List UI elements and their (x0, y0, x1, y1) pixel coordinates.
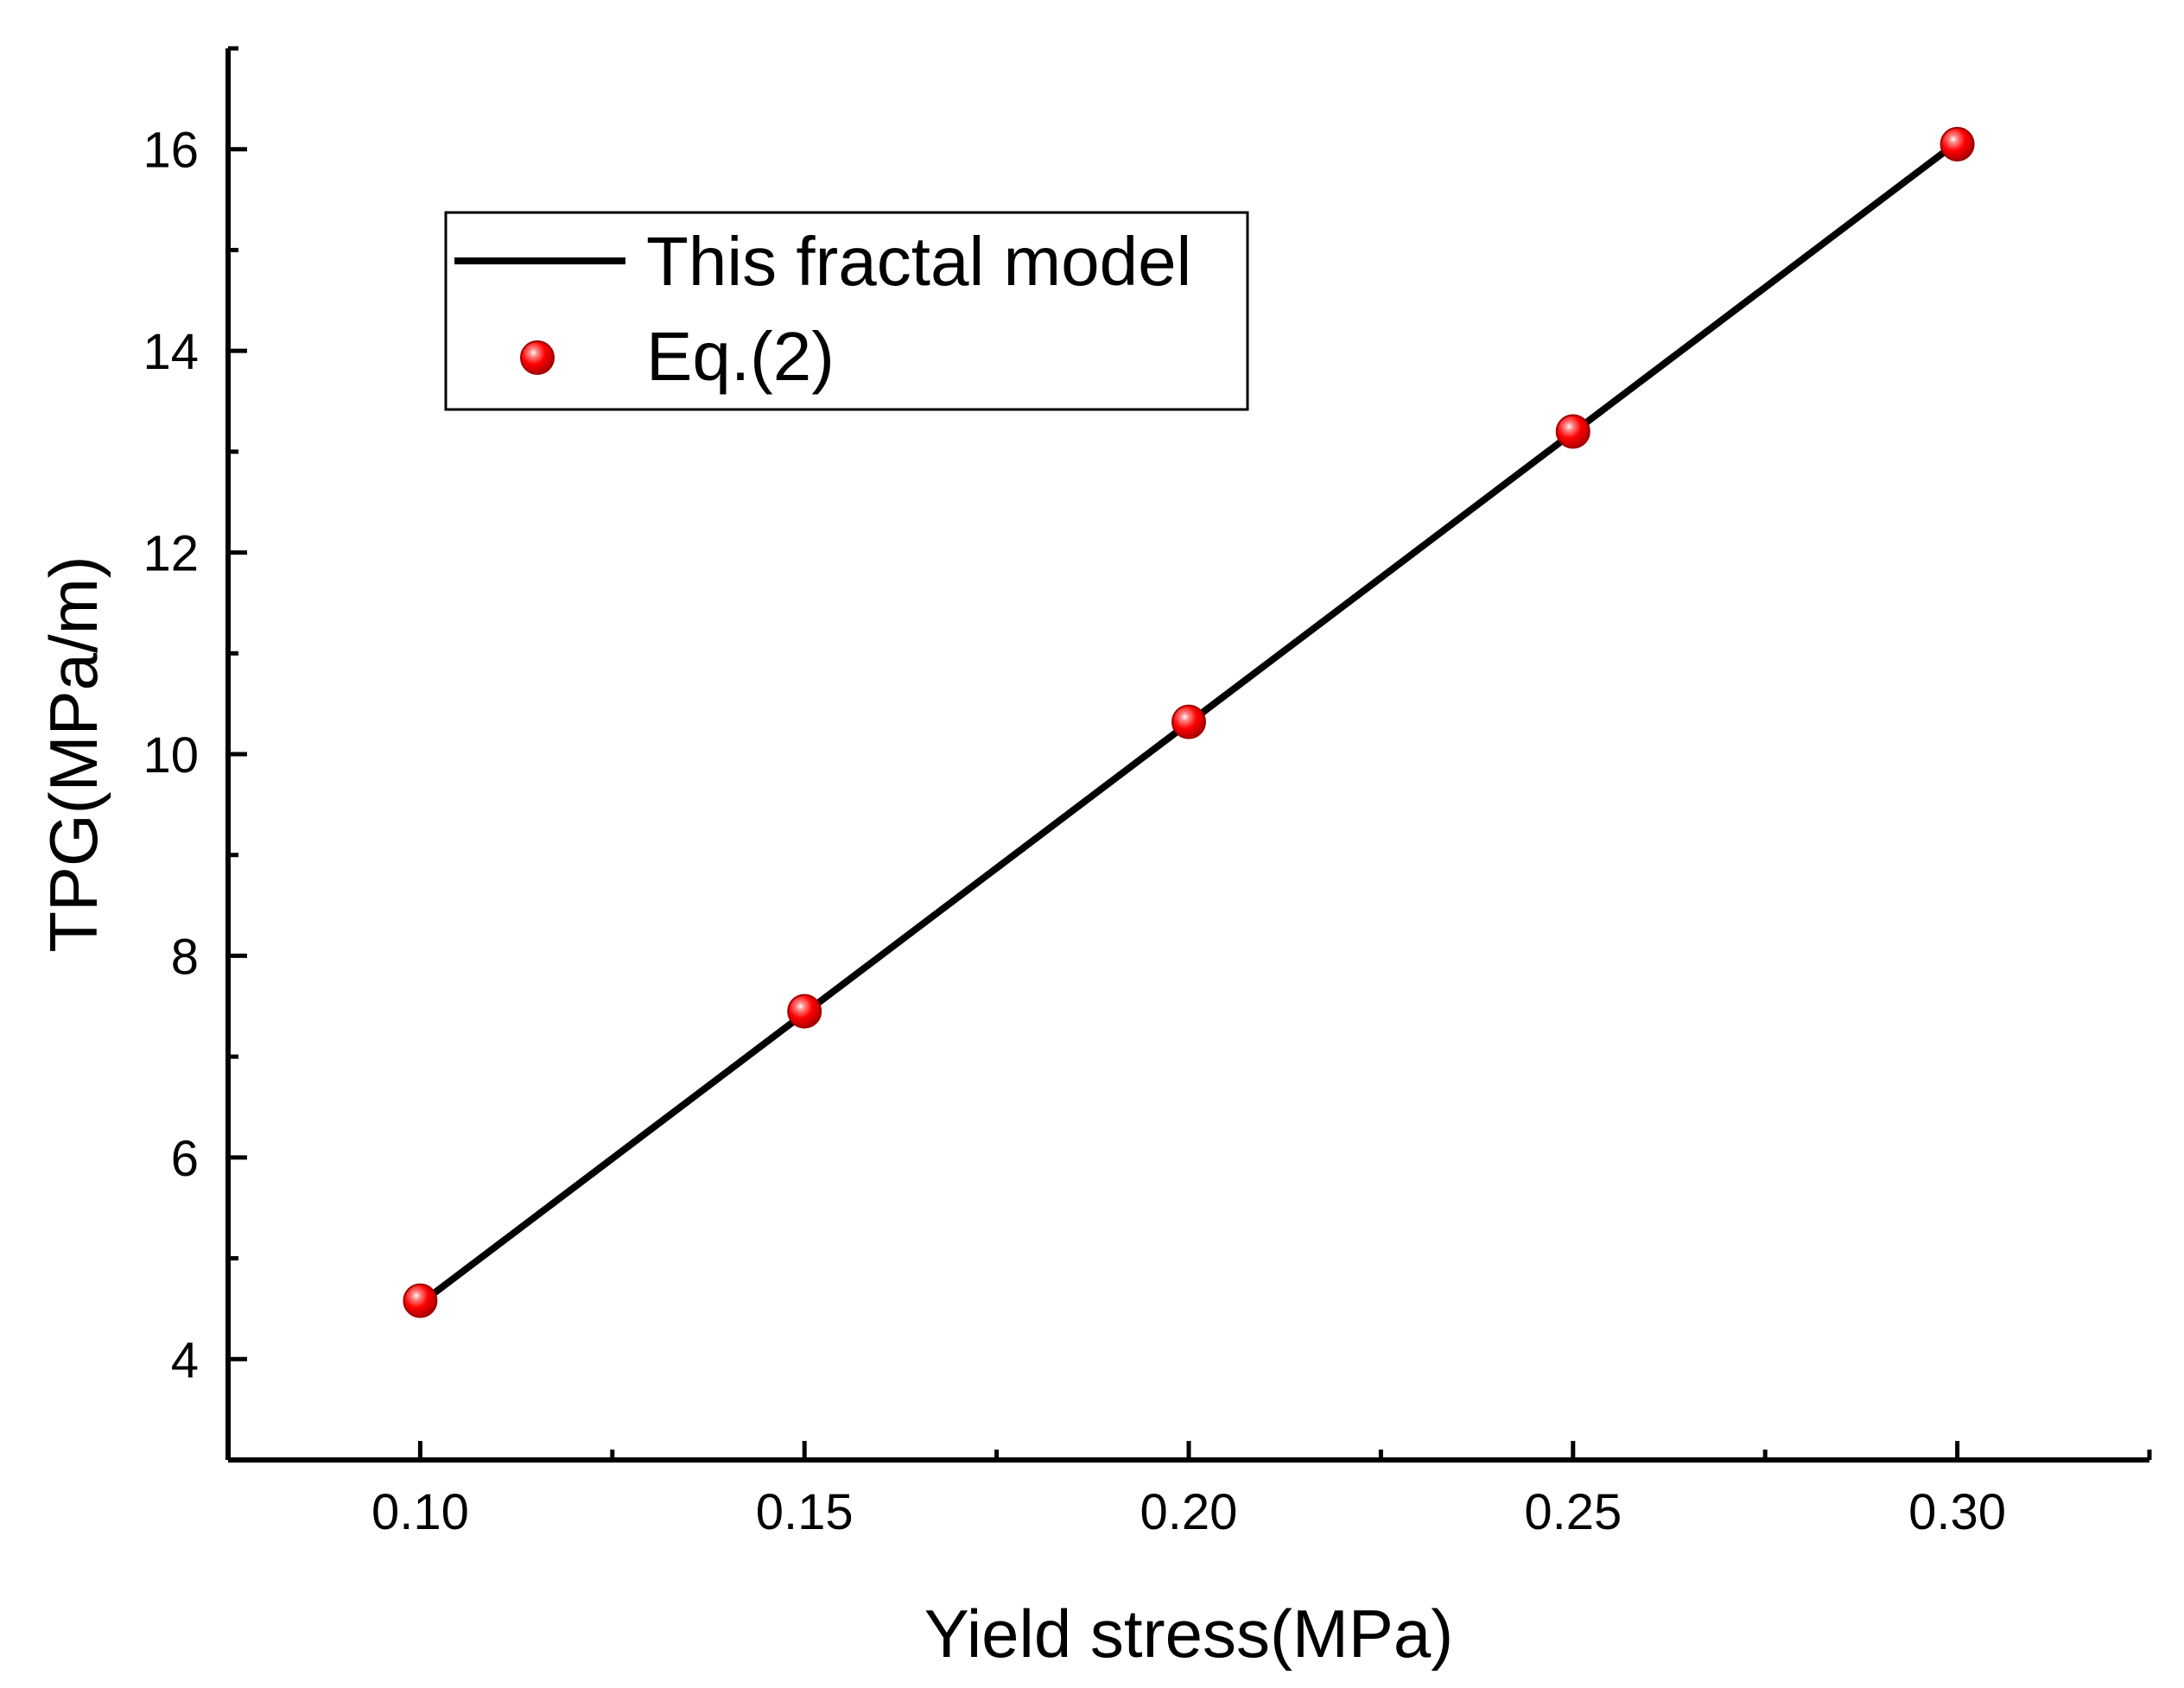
data-point-eq2 (1555, 414, 1590, 449)
legend-label-line: This fractal model (646, 223, 1191, 300)
y-tick-label: 12 (143, 526, 199, 582)
x-tick-label: 0.10 (371, 1484, 469, 1540)
data-point-eq2 (403, 1283, 438, 1318)
legend: This fractal model Eq.(2) (444, 211, 1249, 411)
y-tick-label: 4 (171, 1332, 199, 1388)
legend-label-scatter: Eq.(2) (646, 318, 835, 395)
legend-box (444, 211, 1249, 411)
y-tick-label: 10 (143, 727, 199, 784)
y-tick-label: 8 (171, 929, 199, 985)
x-tick-label: 0.15 (756, 1484, 854, 1540)
x-tick-label: 0.30 (1908, 1484, 2006, 1540)
x-ticks: 0.10 0.15 0.20 0.25 0.30 (225, 1441, 2152, 1540)
series-layer (403, 126, 1975, 1318)
y-axis-title: TPG(MPa/m) (35, 555, 111, 952)
y-tick-label: 14 (143, 324, 199, 380)
y-tick-label: 6 (171, 1131, 199, 1187)
y-ticks: 4 6 8 10 12 14 16 (143, 46, 247, 1463)
x-tick-label: 0.20 (1140, 1484, 1238, 1540)
y-tick-label: 16 (143, 123, 199, 179)
legend-marker-swatch (520, 340, 555, 375)
data-point-eq2 (1171, 704, 1206, 739)
x-tick-label: 0.25 (1524, 1484, 1622, 1540)
data-point-eq2 (787, 993, 822, 1029)
data-point-eq2 (1940, 126, 1975, 162)
x-axis-title: Yield stress(MPa) (924, 1596, 1454, 1672)
